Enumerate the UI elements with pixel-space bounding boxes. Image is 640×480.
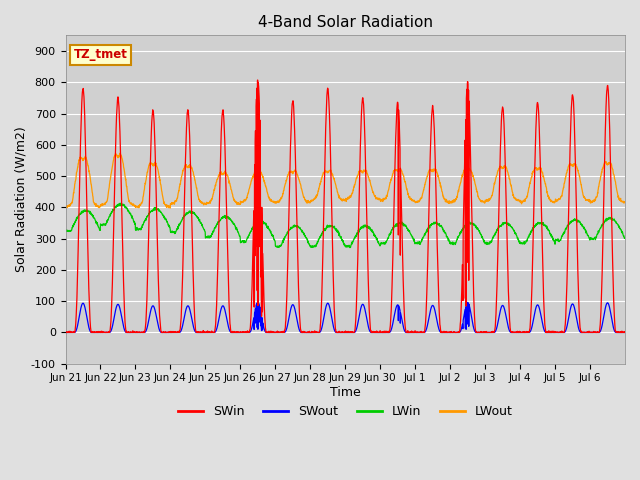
- LWout: [116, 150, 124, 156]
- LWin: [515, 237, 522, 243]
- LWin: [380, 240, 387, 246]
- LWout: [515, 197, 522, 203]
- LWout: [621, 200, 629, 205]
- SWout: [238, 330, 246, 336]
- Line: SWout: SWout: [65, 302, 625, 333]
- SWin: [118, 189, 125, 195]
- Text: TZ_tmet: TZ_tmet: [74, 48, 128, 61]
- SWout: [546, 330, 554, 336]
- LWin: [621, 235, 629, 241]
- Legend: SWin, SWout, LWin, LWout: SWin, SWout, LWin, LWout: [173, 400, 518, 423]
- SWin: [621, 329, 629, 335]
- SWout: [613, 330, 621, 336]
- X-axis label: Time: Time: [330, 386, 360, 399]
- SWout: [379, 330, 387, 336]
- LWin: [118, 202, 125, 208]
- LWout: [546, 196, 554, 202]
- LWin: [614, 221, 621, 227]
- LWout: [239, 199, 246, 205]
- SWin: [546, 330, 554, 336]
- SWout: [621, 330, 629, 336]
- Y-axis label: Solar Radiation (W/m2): Solar Radiation (W/m2): [15, 127, 28, 273]
- LWout: [61, 204, 69, 210]
- Title: 4-Band Solar Radiation: 4-Band Solar Radiation: [258, 15, 433, 30]
- LWin: [546, 230, 554, 236]
- SWin: [238, 329, 246, 335]
- SWin: [613, 330, 621, 336]
- Line: LWin: LWin: [65, 203, 625, 248]
- LWin: [239, 239, 246, 244]
- LWin: [61, 227, 69, 233]
- SWout: [254, 300, 262, 305]
- LWout: [166, 205, 174, 211]
- LWin: [346, 245, 353, 251]
- LWout: [380, 195, 387, 201]
- SWout: [514, 330, 522, 336]
- LWout: [118, 154, 125, 160]
- LWin: [116, 200, 124, 206]
- SWin: [61, 330, 69, 336]
- SWin: [254, 77, 262, 83]
- Line: LWout: LWout: [65, 153, 625, 208]
- SWin: [379, 330, 387, 336]
- Line: SWin: SWin: [65, 80, 625, 333]
- SWout: [118, 312, 125, 318]
- SWin: [514, 329, 522, 335]
- SWout: [61, 330, 69, 336]
- LWout: [614, 190, 621, 196]
